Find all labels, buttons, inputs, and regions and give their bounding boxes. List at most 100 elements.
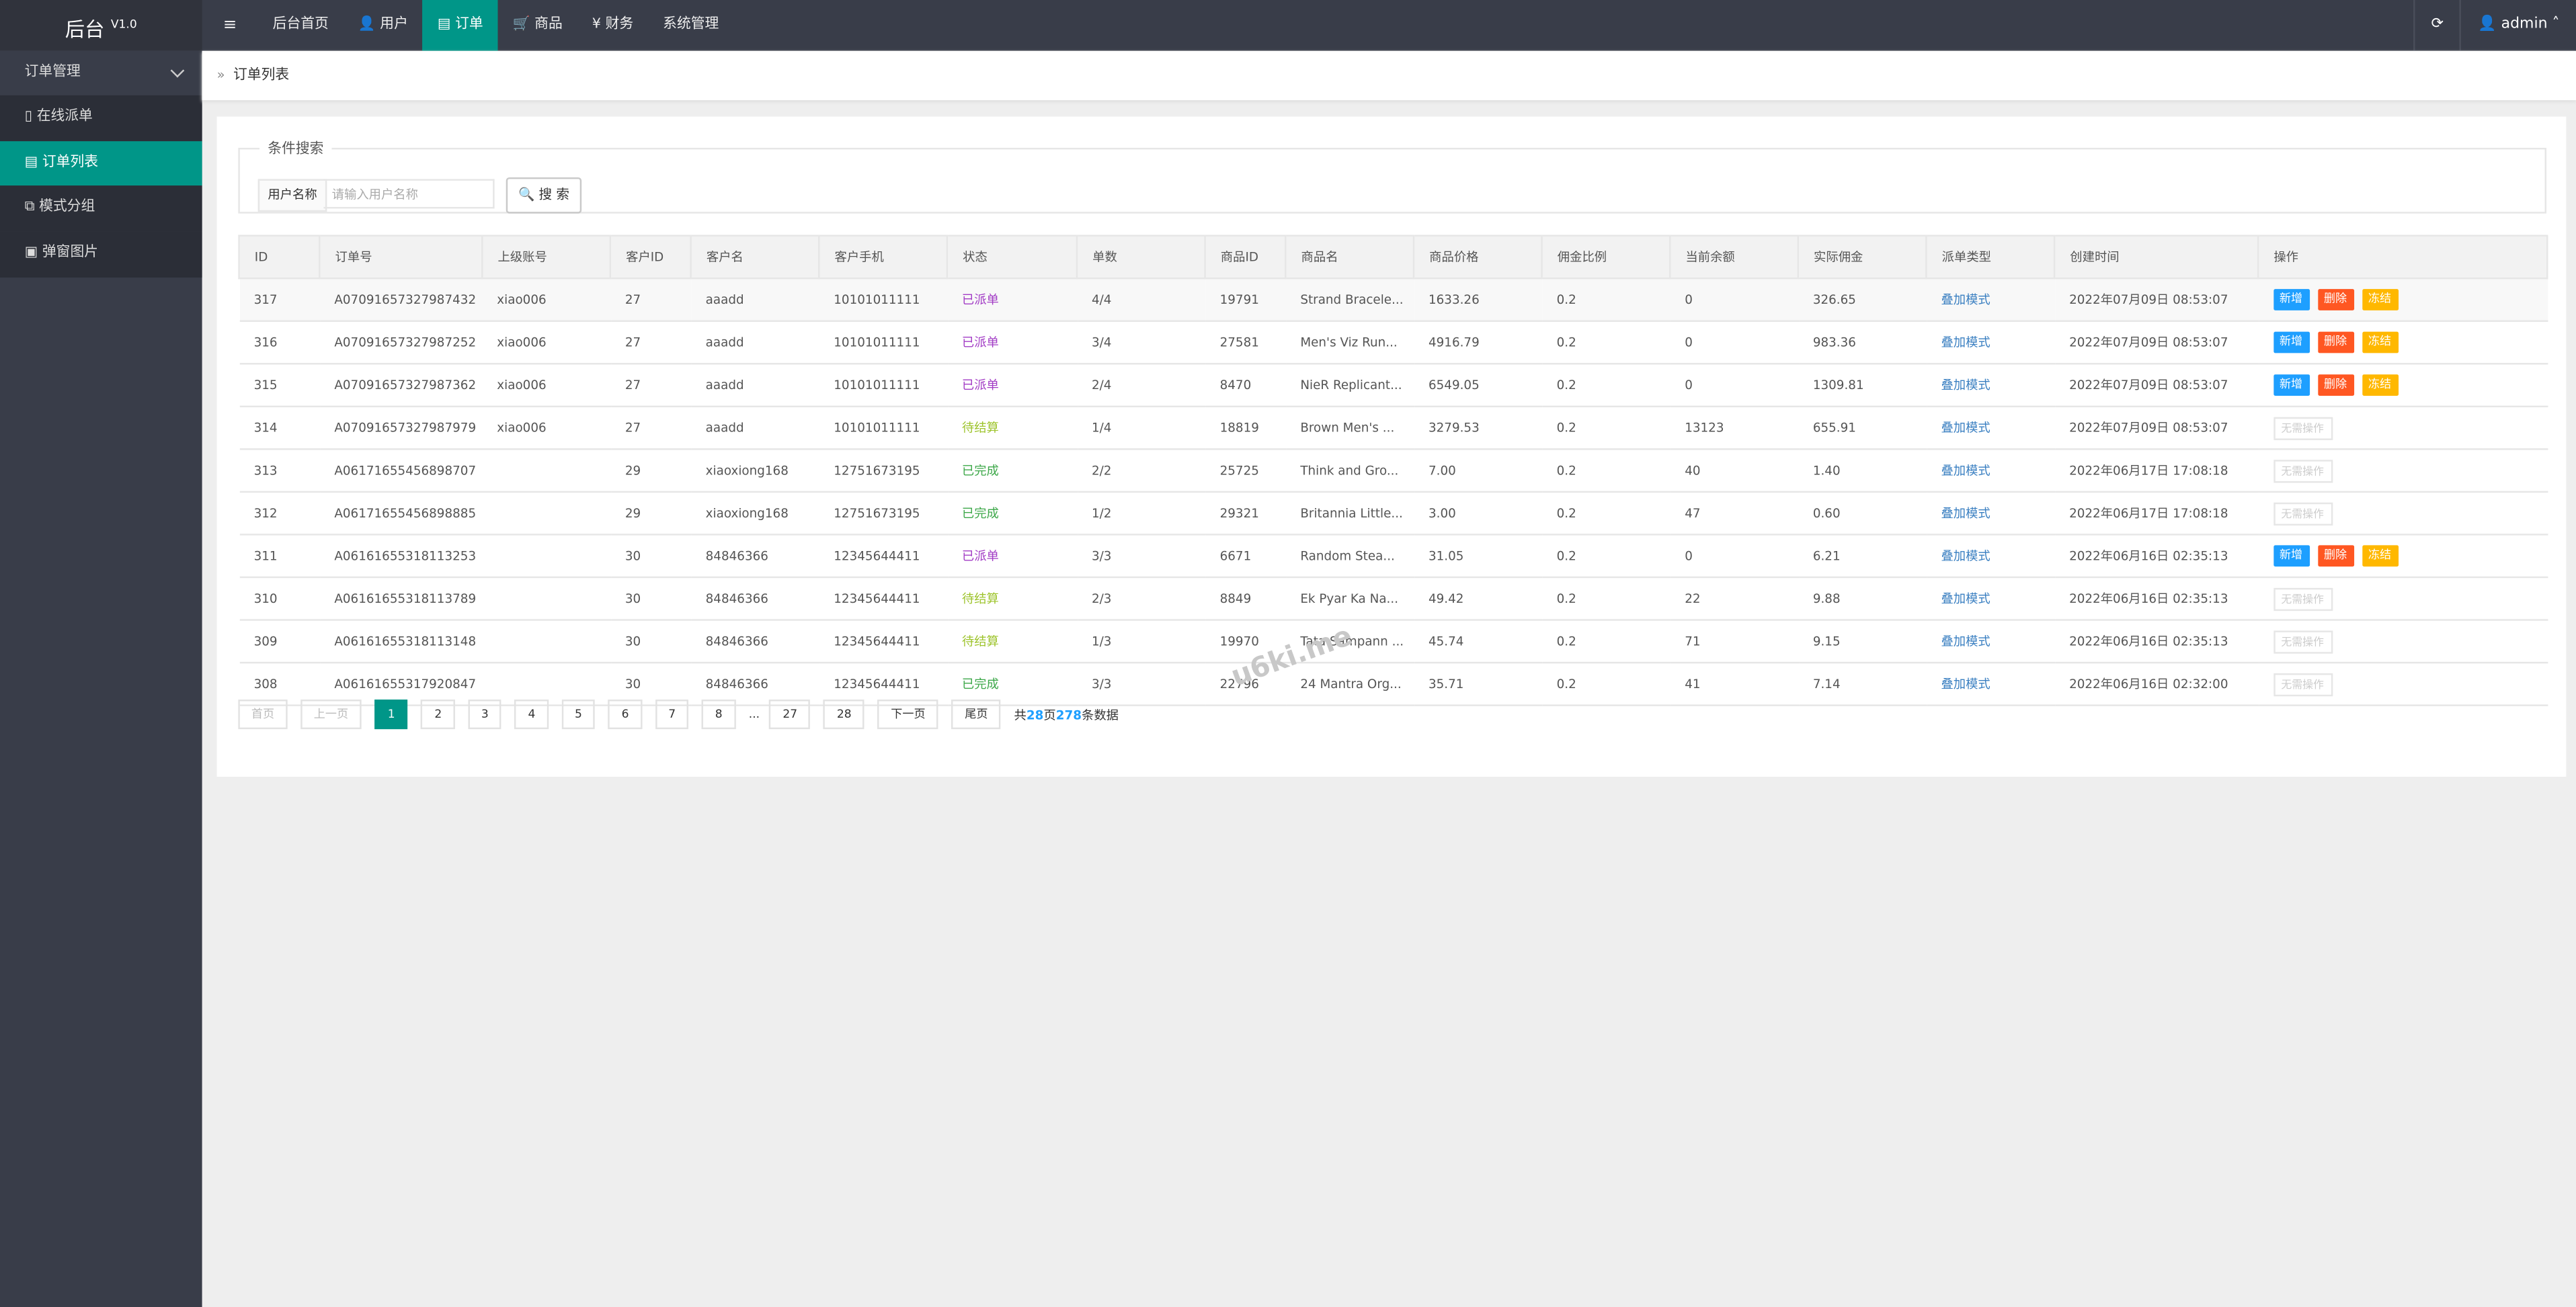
table-cell: 29 [610, 491, 691, 536]
table-cell: 308 [239, 663, 320, 706]
table-cell: 叠加模式 [1926, 364, 2055, 408]
summary-part: 页 [1043, 707, 1056, 722]
table-cell: 2022年07月09日 08:53:07 [2054, 406, 2259, 450]
page-end[interactable]: 尾页 [951, 700, 1002, 730]
action-button[interactable]: 删除 [2317, 289, 2353, 310]
page-number[interactable]: 5 [561, 700, 596, 730]
action-cell: 无需操作 [2258, 577, 2548, 621]
table-cell: 2/3 [1076, 577, 1205, 621]
column-header: 实际佣金 [1797, 235, 1927, 280]
search-button[interactable]: 🔍 搜 索 [506, 177, 582, 214]
action-button[interactable]: 新增 [2273, 331, 2309, 353]
menu-item[interactable]: ▣ 弹窗图片 [0, 231, 202, 278]
search-input[interactable]: 请输入用户名称 [323, 179, 495, 209]
page-number[interactable]: 28 [823, 700, 865, 730]
nav-item[interactable]: 后台首页 [258, 0, 344, 51]
table-cell: 2/2 [1076, 449, 1205, 493]
page-next[interactable]: 下一页 [877, 700, 939, 730]
column-header: 商品价格 [1412, 235, 1543, 280]
menu-item[interactable]: ▯ 在线派单 [0, 95, 202, 141]
table-row: 308 A06161655317920847 30 84846366 123456444… [239, 663, 2548, 706]
page-number[interactable]: 6 [608, 700, 643, 730]
table-cell: 4/4 [1076, 278, 1205, 323]
menu-label: 弹窗图片 [42, 245, 99, 261]
table-cell: 4916.79 [1413, 321, 1542, 365]
table-cell: 叠加模式 [1926, 321, 2055, 365]
status-cell: 已派单 [947, 278, 1077, 323]
action-button[interactable]: 删除 [2317, 374, 2353, 396]
nav-item[interactable]: 🛒 商品 [512, 16, 563, 33]
table-cell: 13123 [1670, 406, 1798, 450]
status-cell: 已完成 [947, 663, 1077, 706]
page-first[interactable]: 首页 [238, 700, 288, 730]
user-name: admin [2501, 16, 2548, 33]
table-cell: 0.2 [1541, 491, 1671, 536]
table-cell: xiao006 [482, 278, 610, 323]
menu-toggle[interactable]: ≡ [223, 16, 237, 35]
table-cell: 7.14 [1798, 663, 1927, 706]
table-cell: 0 [1670, 321, 1798, 365]
action-button[interactable]: 新增 [2273, 545, 2309, 567]
table-cell: 30 [610, 620, 691, 664]
content-card: 条件搜索 用户名称 请输入用户名称 🔍 搜 索 ID 订单号 上级账号 客户ID 客户名… [216, 116, 2567, 777]
refresh[interactable]: ⟳ [2413, 0, 2460, 51]
page-number[interactable]: 4 [514, 700, 549, 730]
menu-item[interactable]: ⧉ 模式分组 [0, 186, 202, 232]
table-cell: 2022年06月16日 02:35:13 [2054, 620, 2259, 664]
table-cell: 7.00 [1413, 449, 1542, 493]
table-cell: 3279.53 [1413, 406, 1542, 450]
page-number[interactable]: 1 [374, 700, 409, 730]
table-cell: 27 [610, 321, 691, 365]
column-header: 创建时间 [2053, 235, 2259, 280]
table-cell: 25725 [1205, 449, 1286, 493]
table-cell: 313 [239, 449, 320, 493]
table-row: 314 A07091657327987979 xiao006 27 aaadd 10101… [239, 406, 2548, 450]
table-cell: Britannia Little... [1285, 491, 1414, 536]
action-button[interactable]: 冻结 [2362, 374, 2398, 396]
action-button[interactable]: 冻结 [2362, 289, 2398, 310]
column-header: 客户手机 [818, 235, 949, 280]
action-button[interactable]: 冻结 [2362, 545, 2398, 567]
nav-item[interactable]: 👤 用户 [358, 16, 408, 33]
menu-item[interactable]: ▤ 订单列表 [0, 140, 202, 187]
nav-item[interactable]: ¥ 财务 [592, 16, 634, 33]
table-cell: 1/4 [1076, 406, 1205, 450]
page-number[interactable]: 2 [421, 700, 455, 730]
brand: 后台 V1.0 [0, 0, 202, 51]
no-action: 无需操作 [2273, 630, 2333, 653]
table-row: 316 A07091657327987252 xiao006 27 aaadd 10101… [239, 321, 2548, 365]
column-header: ID [238, 235, 321, 280]
user-menu[interactable]: 👤 admin ˄ [2460, 0, 2576, 51]
page-number[interactable]: 8 [702, 700, 736, 730]
nav-item[interactable]: 系统管理 [648, 0, 733, 51]
table-cell: 19791 [1205, 278, 1286, 323]
table-cell: 41 [1670, 663, 1798, 706]
column-header: 操作 [2257, 235, 2548, 280]
page-number[interactable]: 3 [468, 700, 502, 730]
action-button[interactable]: 删除 [2317, 545, 2353, 567]
action-button[interactable]: 删除 [2317, 331, 2353, 353]
action-button[interactable]: 新增 [2273, 374, 2309, 396]
page-number[interactable]: 27 [769, 700, 811, 730]
page-prev[interactable]: 上一页 [300, 700, 362, 730]
table-row: 312 A06171655456898885 29 xiaoxiong168 12751… [239, 491, 2548, 536]
table-cell: A07091657327987362 [319, 364, 483, 408]
menu-group[interactable]: 订单管理 [0, 50, 202, 95]
table-cell: 1/3 [1076, 620, 1205, 664]
table-cell: 1633.26 [1413, 278, 1542, 323]
table-cell: 27 [610, 406, 691, 450]
table-cell: 9.15 [1798, 620, 1927, 664]
status-cell: 已完成 [947, 491, 1077, 536]
action-cell: 无需操作 [2258, 491, 2548, 536]
table-cell: 12751673195 [819, 491, 947, 536]
table-cell: A07091657327987432 [319, 278, 483, 323]
action-button[interactable]: 新增 [2273, 289, 2309, 310]
action-button[interactable]: 冻结 [2362, 331, 2398, 353]
status-cell: 待结算 [947, 406, 1077, 450]
nav-item[interactable]: ▤ 订单 [422, 0, 498, 51]
table-cell: 0 [1670, 278, 1798, 323]
page-number[interactable]: 7 [655, 700, 689, 730]
table-cell: 2022年06月16日 02:35:13 [2054, 534, 2259, 579]
table-cell: 叠加模式 [1926, 449, 2055, 493]
table-cell: A06161655318113253 [319, 534, 483, 579]
